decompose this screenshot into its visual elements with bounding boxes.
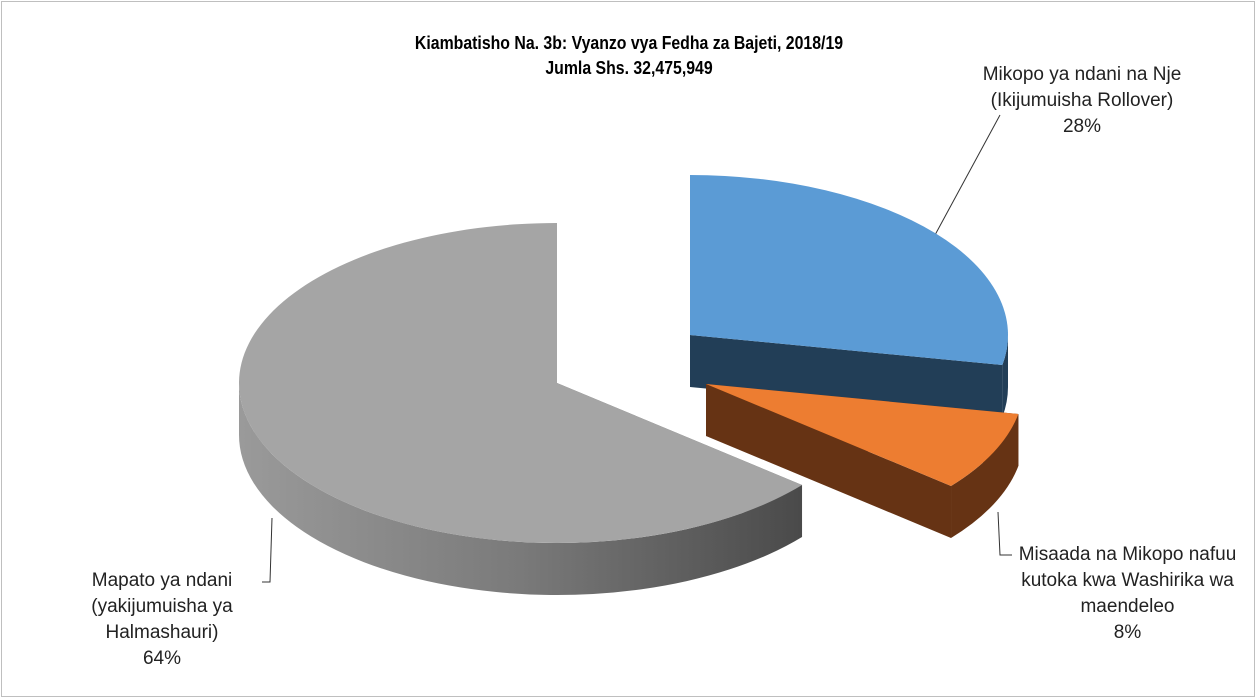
slice-side bbox=[706, 384, 952, 538]
category-label: Mapato ya ndani (yakijumuisha ya Halmash… bbox=[91, 570, 233, 643]
category-label: Misaada na Mikopo nafuu kutoka kwa Washi… bbox=[1018, 544, 1237, 617]
leader-line bbox=[262, 517, 273, 583]
slice-wall bbox=[1002, 335, 1008, 417]
data-label: Misaada na Mikopo nafuu kutoka kwa Washi… bbox=[1010, 542, 1245, 646]
slice-side bbox=[690, 335, 1003, 417]
value-label: 8% bbox=[1113, 622, 1142, 643]
leader-line bbox=[934, 114, 1001, 236]
slice-wall bbox=[951, 413, 1019, 538]
value-label: 28% bbox=[1062, 116, 1102, 137]
data-label: Mikopo ya ndani na Nje (Ikijumuisha Roll… bbox=[967, 62, 1197, 140]
leader-line bbox=[997, 511, 1012, 556]
slice bbox=[690, 175, 1009, 365]
slice bbox=[706, 384, 1019, 486]
slice-wall bbox=[239, 383, 803, 595]
chart-title: Kiambatisho Na. 3b: Vyanzo vya Fedha za … bbox=[414, 33, 844, 53]
slice bbox=[238, 223, 803, 543]
data-label: Mapato ya ndani (yakijumuisha ya Halmash… bbox=[52, 568, 272, 672]
category-label: Mikopo ya ndani na Nje (Ikijumuisha Roll… bbox=[982, 64, 1182, 111]
chart-subtitle: Jumla Shs. 32,475,949 bbox=[545, 58, 713, 78]
value-label: 64% bbox=[142, 648, 182, 669]
